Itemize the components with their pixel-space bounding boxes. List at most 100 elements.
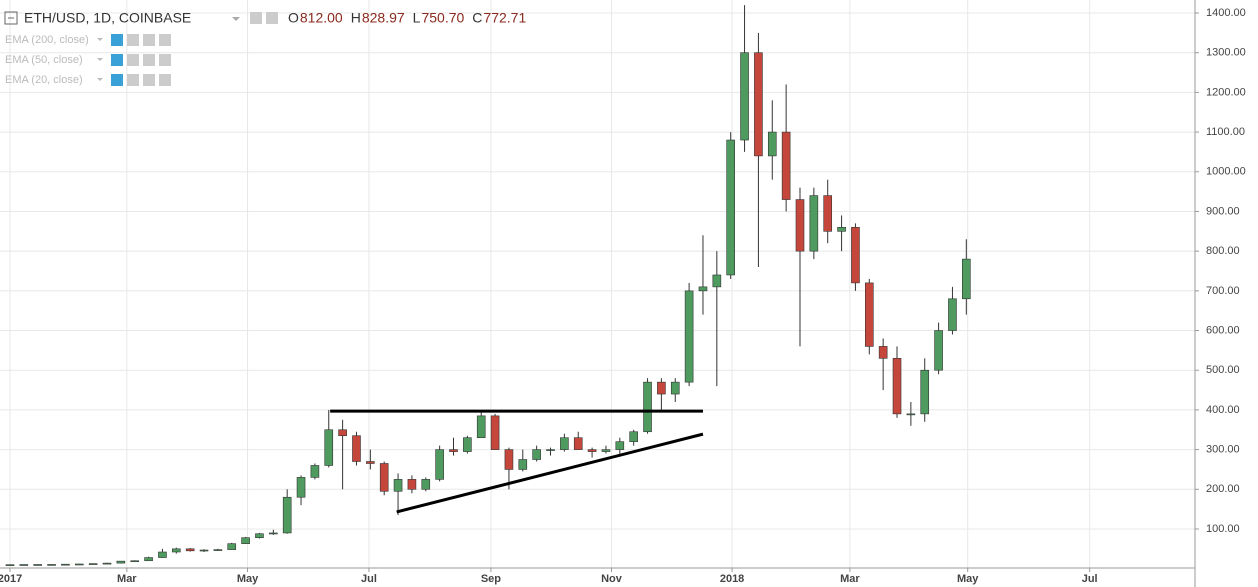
y-tick-label: 200.00 <box>1206 483 1240 495</box>
dropdown-arrow[interactable] <box>232 17 240 21</box>
indicator-button[interactable] <box>159 34 171 46</box>
y-tick-label: 300.00 <box>1206 444 1240 456</box>
visibility-icon[interactable] <box>111 34 123 46</box>
candle-body <box>878 346 888 359</box>
candle-body <box>587 449 597 452</box>
indicator-button[interactable] <box>143 34 155 46</box>
indicator-label: EMA (200, close) <box>5 34 89 46</box>
candle-body <box>920 369 930 415</box>
candle-body <box>948 298 957 331</box>
candle-body <box>781 131 791 200</box>
indicator-button[interactable] <box>143 74 155 86</box>
ohlc-label: H <box>351 10 361 26</box>
candle-body <box>227 543 237 550</box>
candle-body <box>837 227 846 232</box>
candle-body <box>463 437 472 452</box>
x-tick-label: Jul <box>1082 573 1098 585</box>
trend-line <box>396 432 704 514</box>
candle-body <box>185 548 195 552</box>
candle-body <box>421 479 431 490</box>
ohlc-value: 828.97 <box>362 10 405 26</box>
indicator-button[interactable] <box>127 34 139 46</box>
candle-body <box>670 381 680 395</box>
candle-body <box>33 564 42 566</box>
candle-body <box>740 52 749 141</box>
visibility-icon[interactable] <box>111 74 123 86</box>
settings-icon[interactable] <box>266 12 278 24</box>
ohlc-label: L <box>413 10 421 26</box>
indicator-label: EMA (20, close) <box>5 74 83 86</box>
dropdown-arrow[interactable] <box>97 38 103 41</box>
candle-body <box>61 563 70 566</box>
x-tick-label: 2018 <box>720 573 744 585</box>
y-tick-label: 900.00 <box>1206 205 1240 217</box>
candle-body <box>809 195 819 252</box>
candle-body <box>684 290 694 383</box>
candle-body <box>573 437 583 450</box>
indicator-label: EMA (50, close) <box>5 54 83 66</box>
x-tick-label: Sep <box>481 573 501 585</box>
candle-body <box>158 551 167 558</box>
candle-body <box>199 549 209 552</box>
x-tick-label: May <box>957 573 979 585</box>
dropdown-arrow[interactable] <box>97 58 103 61</box>
candle-body <box>698 286 708 292</box>
dropdown-arrow[interactable] <box>97 78 103 81</box>
y-tick-label: 600.00 <box>1206 324 1240 336</box>
y-tick-label: 700.00 <box>1206 285 1240 297</box>
candle-body <box>532 449 541 460</box>
candle-body <box>324 429 334 466</box>
candle-body <box>504 449 514 470</box>
candle-body <box>144 557 153 562</box>
candle-body <box>851 227 860 284</box>
visibility-icon[interactable] <box>250 12 262 24</box>
candle-body <box>823 195 833 232</box>
candle-body <box>379 463 389 492</box>
candle-body <box>767 131 777 157</box>
candle-body <box>130 560 140 563</box>
y-tick-label: 500.00 <box>1206 364 1240 376</box>
candle-body <box>490 415 500 450</box>
indicator-button[interactable] <box>159 74 171 86</box>
candle-body <box>393 479 403 492</box>
y-tick-label: 800.00 <box>1206 245 1240 257</box>
candle-body <box>726 139 735 276</box>
candle-body <box>864 282 874 347</box>
candle-body <box>296 477 306 498</box>
indicator-button[interactable] <box>127 74 139 86</box>
candle-body <box>643 381 652 433</box>
candle-body <box>657 381 666 395</box>
candle-body <box>338 429 347 437</box>
x-tick-label: Nov <box>601 573 623 585</box>
indicator-button[interactable] <box>143 54 155 66</box>
x-tick-label: 2017 <box>0 573 22 585</box>
candle-body <box>102 562 112 565</box>
ohlc-label: C <box>472 10 482 26</box>
indicator-button[interactable] <box>159 54 171 66</box>
candle-body <box>601 449 611 452</box>
candle-body <box>934 330 943 371</box>
y-tick-label: 400.00 <box>1206 404 1240 416</box>
ohlc-value: 772.71 <box>483 10 526 26</box>
candle-body <box>282 496 292 534</box>
candle-body <box>518 459 528 470</box>
candle-body <box>269 532 278 535</box>
x-tick-label: May <box>237 573 259 585</box>
x-tick-label: Jul <box>361 573 377 585</box>
candle-body <box>795 199 805 252</box>
candle-body <box>962 258 971 300</box>
visibility-icon[interactable] <box>111 54 123 66</box>
collapse-icon[interactable] <box>4 11 18 25</box>
candle-body <box>241 537 250 544</box>
candle-body <box>116 560 126 564</box>
candle-body <box>435 449 444 480</box>
candle-body <box>712 274 722 288</box>
x-tick-label: Mar <box>117 573 137 585</box>
candle-body <box>754 52 763 157</box>
y-tick-label: 1200.00 <box>1206 86 1246 98</box>
candle-body <box>449 449 458 452</box>
candle-body <box>560 437 569 450</box>
indicator-button[interactable] <box>127 54 139 66</box>
